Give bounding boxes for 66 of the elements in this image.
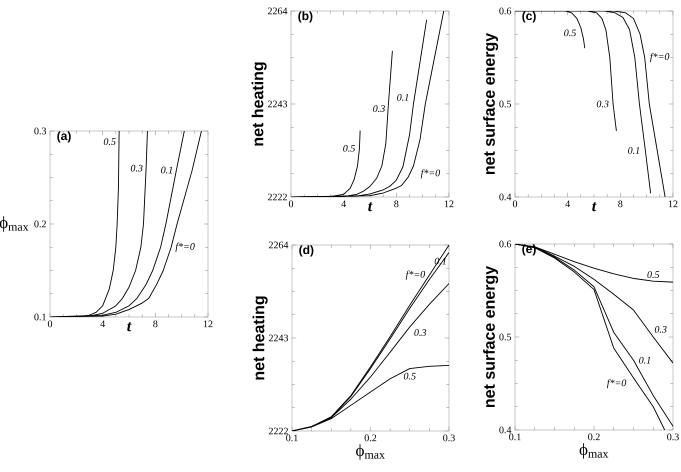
x-tick-label: 0.2 [364,434,376,442]
series-label: f*=0 [175,242,195,252]
y-tick-label: 2264 [268,242,288,248]
y-axis-title: net heating [252,296,268,380]
x-tick-label: 12 [204,320,212,328]
series-label: 0.5 [104,138,116,145]
chart-title: (a) [57,131,71,143]
y-tick-label: 0.4 [499,426,512,434]
chart-title: (c) [522,11,536,23]
x-tick-label: 0.3 [443,434,455,442]
y-axis-title: net heating [252,62,267,146]
chart-title: (b) [298,11,312,23]
x-tick-label: 12 [444,200,454,208]
series-label: 0.5 [404,372,416,380]
y-tick-label: 2222 [268,194,287,200]
x-tick-label: 4 [341,200,346,208]
series-label: f*=0 [606,379,626,388]
x-tick-label: 4 [100,320,106,328]
x-tick-label: 0.1 [509,434,521,440]
series-label: 0.5 [343,144,355,152]
series-label: 0.5 [564,30,576,36]
y-tick-label: 2243 [268,100,288,108]
x-tick-label: 12 [668,200,678,208]
y-tick-label: 0.3 [34,128,46,134]
x-tick-label: 0.3 [667,434,679,440]
x-tick-label: 0 [512,200,518,208]
x-axis-title: t [592,202,597,212]
series-label: 0.1 [639,356,650,364]
series-label: 0.5 [647,271,660,278]
series-label: 0.3 [130,164,143,172]
y-tick-label: 0.2 [34,220,46,228]
x-tick-label: 8 [394,200,398,208]
series-label: f*=0 [650,52,670,62]
y-tick-label: 0.1 [34,314,46,320]
y-tick-label: 2243 [268,334,288,342]
x-tick-label: 8 [153,320,158,328]
x-tick-label: 8 [618,200,622,208]
y-axis-title: ϕ$_{max}$ [0,216,28,232]
series-label: 0.1 [628,147,640,154]
series-label: 0.3 [596,100,609,108]
series-label: f*=0 [420,169,440,178]
series-label: 0.3 [414,329,426,336]
x-tick-label: 4 [565,200,570,208]
y-tick-label: 0.5 [499,334,512,340]
series-label: 0.1 [161,166,172,174]
chart-title: (d) [299,245,314,257]
series-label: 0.1 [397,94,408,101]
y-axis-title: net surface energy [483,32,498,174]
y-tick-label: 2264 [268,8,288,14]
y-tick-label: 0.4 [499,194,512,200]
x-axis-title: ϕ$_{max}$ [580,443,608,459]
y-tick-label: 2222 [268,428,288,434]
x-axis-title: t [127,322,132,332]
series-label: 0.3 [373,105,385,112]
series-label: 0.3 [654,326,667,333]
y-tick-label: 0.5 [499,100,512,108]
x-tick-label: 0.2 [588,434,600,440]
series-label: f*=0 [406,270,426,280]
y-tick-label: 0.6 [499,8,512,14]
x-tick-label: 0 [48,320,52,328]
x-tick-label: 0.1 [286,434,298,442]
y-axis-title: net surface energy [483,266,498,408]
x-axis-title: ϕ$_{max}$ [356,444,385,460]
y-tick-label: 0.6 [499,240,512,248]
x-axis-title: t [368,202,373,212]
x-tick-label: 0 [288,200,294,208]
